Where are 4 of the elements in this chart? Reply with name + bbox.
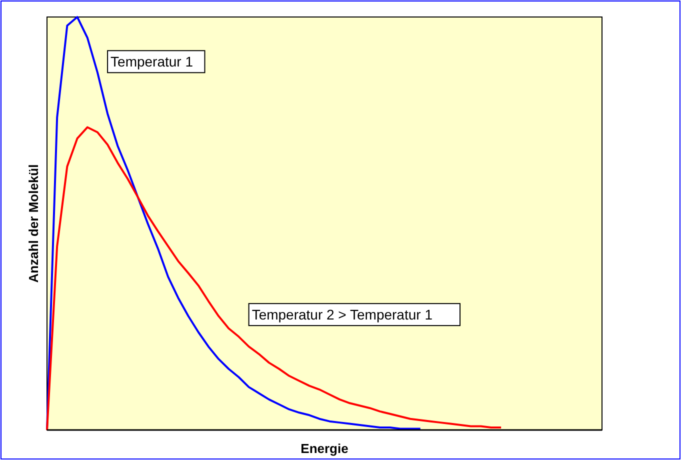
series-label: Temperatur 1 — [110, 54, 194, 70]
y-axis-title: Anzahl der Molekül — [26, 164, 41, 283]
series-label: Temperatur 2 > Temperatur 1 — [252, 306, 433, 323]
x-axis-title: Energie — [300, 441, 348, 456]
